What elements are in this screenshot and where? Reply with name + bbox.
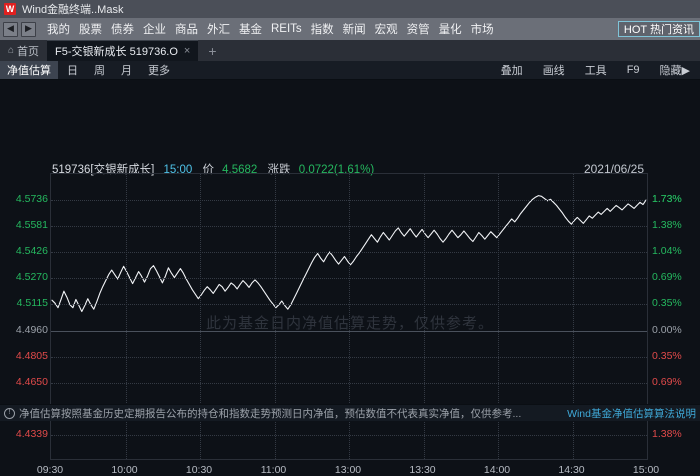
menu-item-11[interactable]: 资管 [406,24,430,36]
menubar-items: 我的 股票 债券 企业 商品 外汇 基金 REITs 指数 新闻 宏观 资管 量化 市场 [47,21,503,37]
gridline-v-7 [572,174,574,459]
y-tick-left-2: 4.5426 [15,245,48,258]
y-tick-right-7: 0.69% [652,375,682,388]
nav-forward-icon[interactable]: ▶ [21,21,36,37]
toolbar-button-3[interactable]: 月 [121,65,132,77]
tab-home[interactable]: ⌂ 首页 [0,40,47,61]
gridline-v-5 [423,174,425,459]
menu-item-8[interactable]: 指数 [310,24,334,36]
y-tick-right-6: 0.35% [652,349,682,362]
gridline-v-3 [274,174,276,459]
tab-home-label: 首页 [17,45,40,58]
toolbar-right-group: 叠加 画线 工具 F9 隐藏▶ [488,61,700,79]
y-tick-left-9: 4.4339 [15,427,48,440]
toolbar-right-button-1[interactable]: 画线 [542,65,565,77]
x-tick-2: 10:30 [185,464,213,476]
hot-news-label: HOT 热门资讯 [623,24,694,36]
home-icon: ⌂ [8,45,15,56]
toolbar-right-button-0[interactable]: 叠加 [500,65,523,77]
algorithm-doc-link[interactable]: Wind基金净值估算算法说明 [567,407,696,420]
toolbar-button-1[interactable]: 日 [67,65,78,77]
menu-item-9[interactable]: 新闻 [342,24,366,36]
menu-item-5[interactable]: 外汇 [207,24,230,36]
window-titlebar: W Wind金融终端..Mask [0,0,700,18]
nav-back-icon[interactable]: ◀ [3,21,18,37]
y-tick-right-3: 0.69% [652,271,682,284]
gridline-v-1 [125,174,127,459]
y-tick-right-2: 1.04% [652,245,682,258]
tab-fund-519736[interactable]: F5-交银新成长 519736.O × [47,40,199,61]
menu-item-4[interactable]: 商品 [175,24,198,36]
menu-item-6[interactable]: 基金 [239,24,262,36]
x-tick-1: 10:00 [111,464,138,476]
menu-item-10[interactable]: 宏观 [374,24,398,36]
menu-item-0[interactable]: 我的 [47,24,70,36]
y-tick-right-5: 0.00% [652,323,682,336]
toolbar-button-0[interactable]: 净值估算 [0,61,58,79]
hot-news-button[interactable]: HOT 热门资讯 [617,21,700,37]
status-disclaimer: 净值估算按照基金历史定期报告公布的持仓和指数走势预测日内净值，预估数值不代表真实… [19,407,522,420]
tab-strip: ⌂ 首页 F5-交银新成长 519736.O × + [0,40,700,61]
x-tick-3: 11:00 [260,464,287,476]
menu-item-7[interactable]: REITs [271,23,302,35]
y-tick-right-1: 1.38% [652,219,682,232]
y-tick-left-4: 4.5115 [16,297,48,310]
main-menubar: ◀ ▶ 我的 股票 债券 企业 商品 外汇 基金 REITs 指数 新闻 宏观 资管 量化 市场 HOT … [0,18,700,40]
window-title: Wind金融终端..Mask [22,4,124,16]
x-tick-7: 14:30 [558,464,585,476]
close-icon[interactable]: × [183,45,191,57]
last-value-badge: 1.73% [652,193,682,206]
x-tick-5: 13:30 [409,464,436,476]
gridline-v-4 [349,174,350,459]
y-tick-left-0: 4.5736 [15,193,48,206]
gridline-v-6 [498,174,499,459]
toolbar-right-button-3[interactable]: F9 [626,64,640,76]
chart-area: 519736[交银新成长] 15:00 价 4.5682 涨跌 0.0722(1… [0,80,700,476]
status-bar: ! 净值估算按照基金历史定期报告公布的持仓和指数走势预测日内净值，预估数值不代表… [0,404,700,421]
menu-item-1[interactable]: 股票 [79,24,102,36]
x-tick-8: 15:00 [632,464,660,476]
chart-date: 2021/06/25 [583,162,644,176]
menu-item-2[interactable]: 债券 [111,24,134,36]
y-tick-left-3: 4.5270 [15,271,48,284]
quote-price-label: 价 [202,164,214,176]
y-tick-right-0: 1.73% [652,193,682,206]
chart-toolbar: 净值估算日 周 月 更多 叠加 画线 工具 F9 隐藏▶ [0,61,700,80]
y-tick-left-7: 4.4650 [15,375,48,388]
wind-logo-icon: W [4,3,16,15]
menu-item-13[interactable]: 市场 [470,24,494,36]
x-tick-4: 13:00 [334,464,362,476]
warning-icon: ! [4,407,15,419]
toolbar-left-group: 净值估算日 周 月 更多 [0,61,179,79]
x-tick-6: 14:00 [483,464,511,476]
x-tick-0: 09:30 [36,464,64,476]
menu-item-3[interactable]: 企业 [143,24,166,36]
gridline-v-2 [200,174,201,459]
y-tick-left-5: 4.4960 [15,323,48,336]
toolbar-button-2[interactable]: 周 [94,65,105,77]
tab-active-label: F5-交银新成长 519736.O [55,46,178,58]
y-tick-right-4: 0.35% [652,297,682,310]
toolbar-button-4[interactable]: 更多 [148,65,170,77]
add-tab-icon[interactable]: + [208,43,217,59]
menu-item-12[interactable]: 量化 [438,24,462,36]
toolbar-right-button-4[interactable]: 隐藏▶ [659,65,690,77]
y-tick-right-9: 1.38% [652,427,682,440]
y-tick-left-1: 4.5581 [15,219,48,232]
toolbar-right-button-2[interactable]: 工具 [584,65,607,77]
y-tick-left-6: 4.4805 [15,349,48,362]
